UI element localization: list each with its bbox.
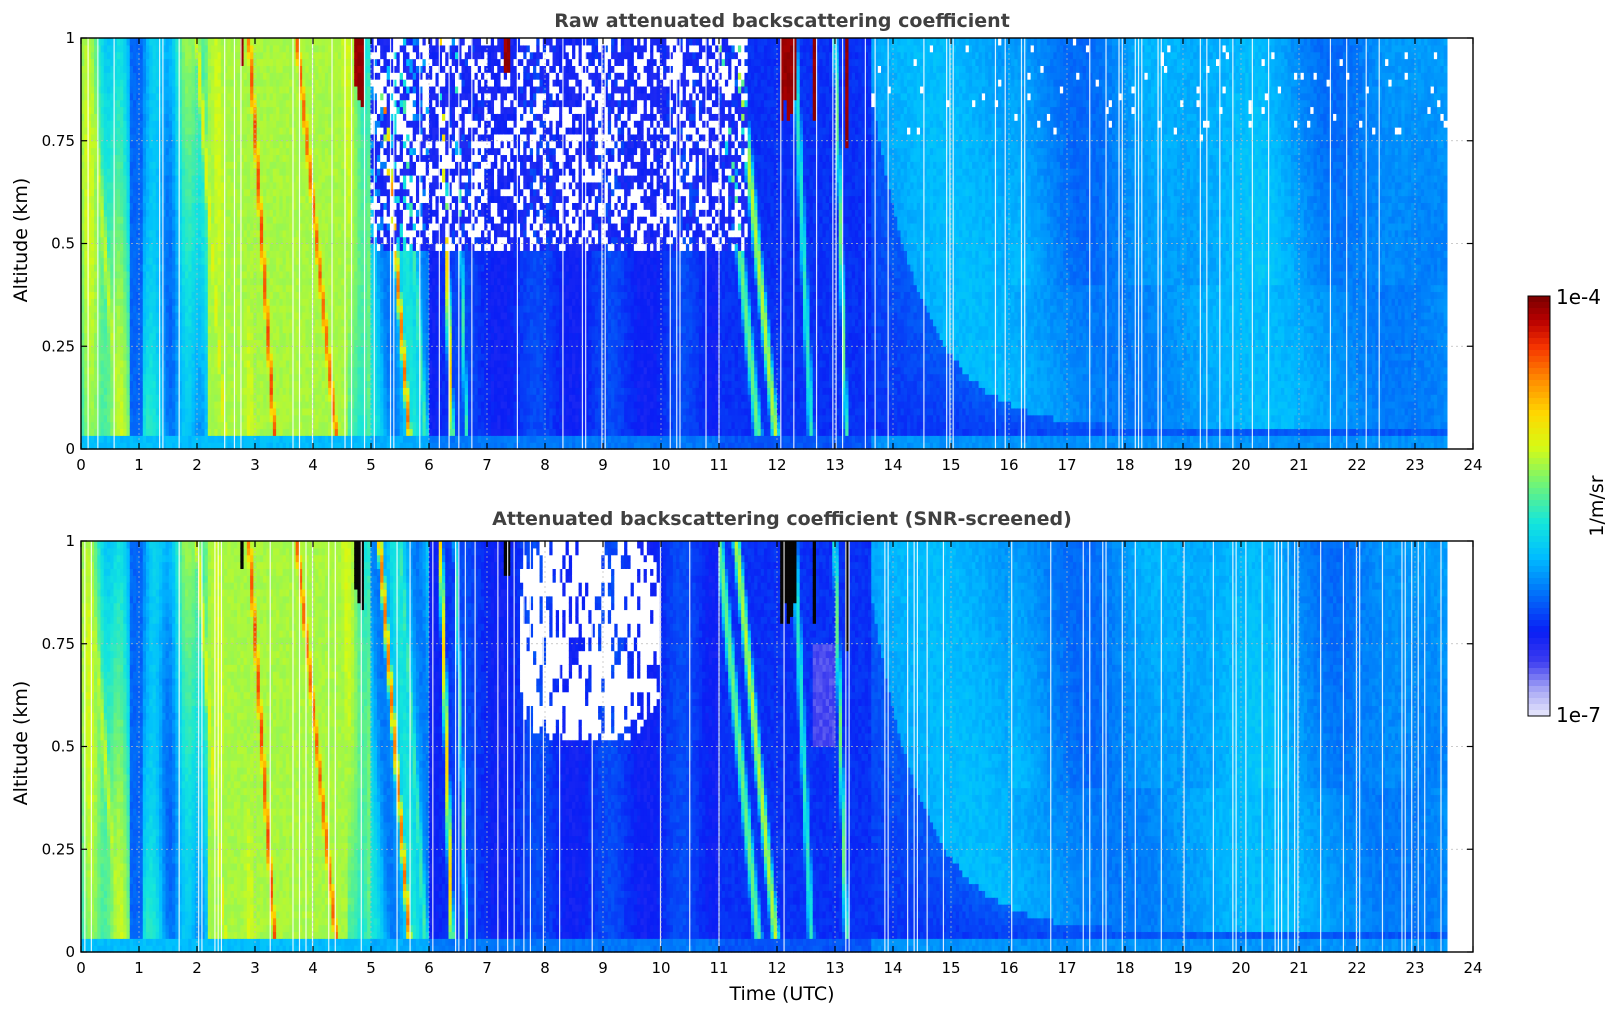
screened-backscatter-panel: Attenuated backscattering coefficient (S…	[10, 508, 1483, 1005]
x-tick-label: 17	[1057, 456, 1076, 474]
x-axis-label: Time (UTC)	[728, 983, 834, 1005]
x-tick-label: 8	[540, 456, 550, 474]
x-tick-label: 21	[1289, 959, 1308, 977]
y-tick-label: 0.5	[51, 235, 75, 253]
x-tick-label: 15	[941, 456, 960, 474]
y-tick-label: 0	[65, 943, 75, 961]
x-tick-label: 20	[1231, 456, 1250, 474]
x-tick-label: 6	[424, 456, 434, 474]
colorbar-max-label: 1e-4	[1556, 285, 1601, 309]
x-tick-label: 7	[482, 456, 492, 474]
x-tick-label: 8	[540, 959, 550, 977]
y-tick-label: 0	[65, 440, 75, 458]
panel-title: Raw attenuated backscattering coefficien…	[554, 10, 1010, 32]
x-tick-label: 10	[651, 456, 670, 474]
y-tick-label: 0.25	[42, 337, 75, 355]
x-tick-label: 12	[767, 456, 786, 474]
x-tick-label: 18	[1115, 456, 1134, 474]
colorbar-unit-label: 1/m/sr	[1586, 475, 1608, 536]
x-tick-label: 0	[76, 959, 86, 977]
x-tick-label: 6	[424, 959, 434, 977]
x-tick-label: 2	[192, 959, 202, 977]
raw-backscatter-panel: Raw attenuated backscattering coefficien…	[10, 10, 1483, 474]
colorbar-min-label: 1e-7	[1556, 703, 1601, 727]
y-tick-label: 0.75	[42, 132, 75, 150]
x-tick-label: 9	[598, 456, 608, 474]
x-tick-label: 11	[709, 456, 728, 474]
y-tick-label: 1	[65, 532, 75, 550]
x-tick-label: 17	[1057, 959, 1076, 977]
x-tick-label: 10	[651, 959, 670, 977]
x-tick-label: 14	[883, 456, 902, 474]
x-tick-label: 13	[825, 959, 844, 977]
x-tick-label: 11	[709, 959, 728, 977]
y-axis-label: Altitude (km)	[10, 178, 32, 303]
x-tick-label: 1	[134, 456, 144, 474]
x-tick-label: 4	[308, 456, 318, 474]
x-tick-label: 19	[1173, 456, 1192, 474]
x-tick-label: 9	[598, 959, 608, 977]
x-tick-label: 23	[1405, 959, 1424, 977]
x-tick-label: 19	[1173, 959, 1192, 977]
panel-title: Attenuated backscattering coefficient (S…	[492, 508, 1072, 530]
x-tick-label: 18	[1115, 959, 1134, 977]
x-tick-label: 15	[941, 959, 960, 977]
x-tick-label: 16	[999, 456, 1018, 474]
y-tick-label: 0.25	[42, 840, 75, 858]
x-tick-label: 22	[1347, 456, 1366, 474]
x-tick-label: 1	[134, 959, 144, 977]
x-tick-label: 20	[1231, 959, 1250, 977]
y-tick-label: 0.75	[42, 635, 75, 653]
x-tick-label: 4	[308, 959, 318, 977]
x-tick-label: 24	[1463, 959, 1482, 977]
x-tick-label: 3	[250, 959, 260, 977]
x-tick-label: 23	[1405, 456, 1424, 474]
x-tick-label: 5	[366, 456, 376, 474]
x-tick-label: 3	[250, 456, 260, 474]
x-tick-label: 7	[482, 959, 492, 977]
x-tick-label: 0	[76, 456, 86, 474]
y-tick-label: 0.5	[51, 738, 75, 756]
x-tick-label: 2	[192, 456, 202, 474]
x-tick-label: 16	[999, 959, 1018, 977]
x-tick-label: 5	[366, 959, 376, 977]
x-tick-label: 21	[1289, 456, 1308, 474]
x-tick-label: 22	[1347, 959, 1366, 977]
x-tick-label: 12	[767, 959, 786, 977]
y-axis-label: Altitude (km)	[10, 681, 32, 806]
colorbar: 1e-4 1e-7 1/m/sr	[1528, 285, 1608, 727]
x-tick-label: 24	[1463, 456, 1482, 474]
colorbar-gradient	[1528, 296, 1550, 717]
y-tick-label: 1	[65, 29, 75, 47]
x-tick-label: 14	[883, 959, 902, 977]
x-tick-label: 13	[825, 456, 844, 474]
